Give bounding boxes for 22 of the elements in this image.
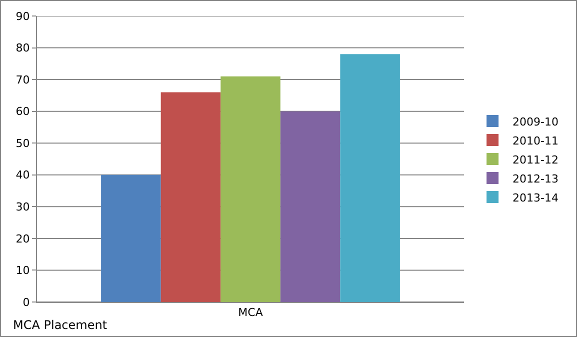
y-tick-label: 50 xyxy=(16,136,30,150)
bar xyxy=(160,92,221,302)
text: MCA Placement xyxy=(13,318,108,332)
y-tick-label: 0 xyxy=(22,296,30,309)
y-tick-label: 20 xyxy=(16,232,30,246)
legend-label: 2010-11 xyxy=(512,134,559,148)
y-tick-label: 70 xyxy=(16,73,30,86)
legend-label: 2013-14 xyxy=(512,191,559,204)
legend-label: 2011-12 xyxy=(512,153,559,166)
x-tick-label: MCA xyxy=(238,306,264,320)
bar xyxy=(280,111,340,302)
y-tick-label: 80 xyxy=(16,42,30,55)
legend-label: 2012-13 xyxy=(512,172,559,186)
y-tick-label: 30 xyxy=(16,200,30,214)
legend-label: 2009-10 xyxy=(512,115,559,128)
y-tick-label: 60 xyxy=(16,105,30,118)
y-tick-label: 90 xyxy=(16,10,30,23)
bar xyxy=(340,54,400,302)
y-tick-label: 40 xyxy=(16,168,30,182)
y-tick-label: 10 xyxy=(16,264,30,278)
bar xyxy=(101,174,161,302)
bar xyxy=(220,76,280,302)
